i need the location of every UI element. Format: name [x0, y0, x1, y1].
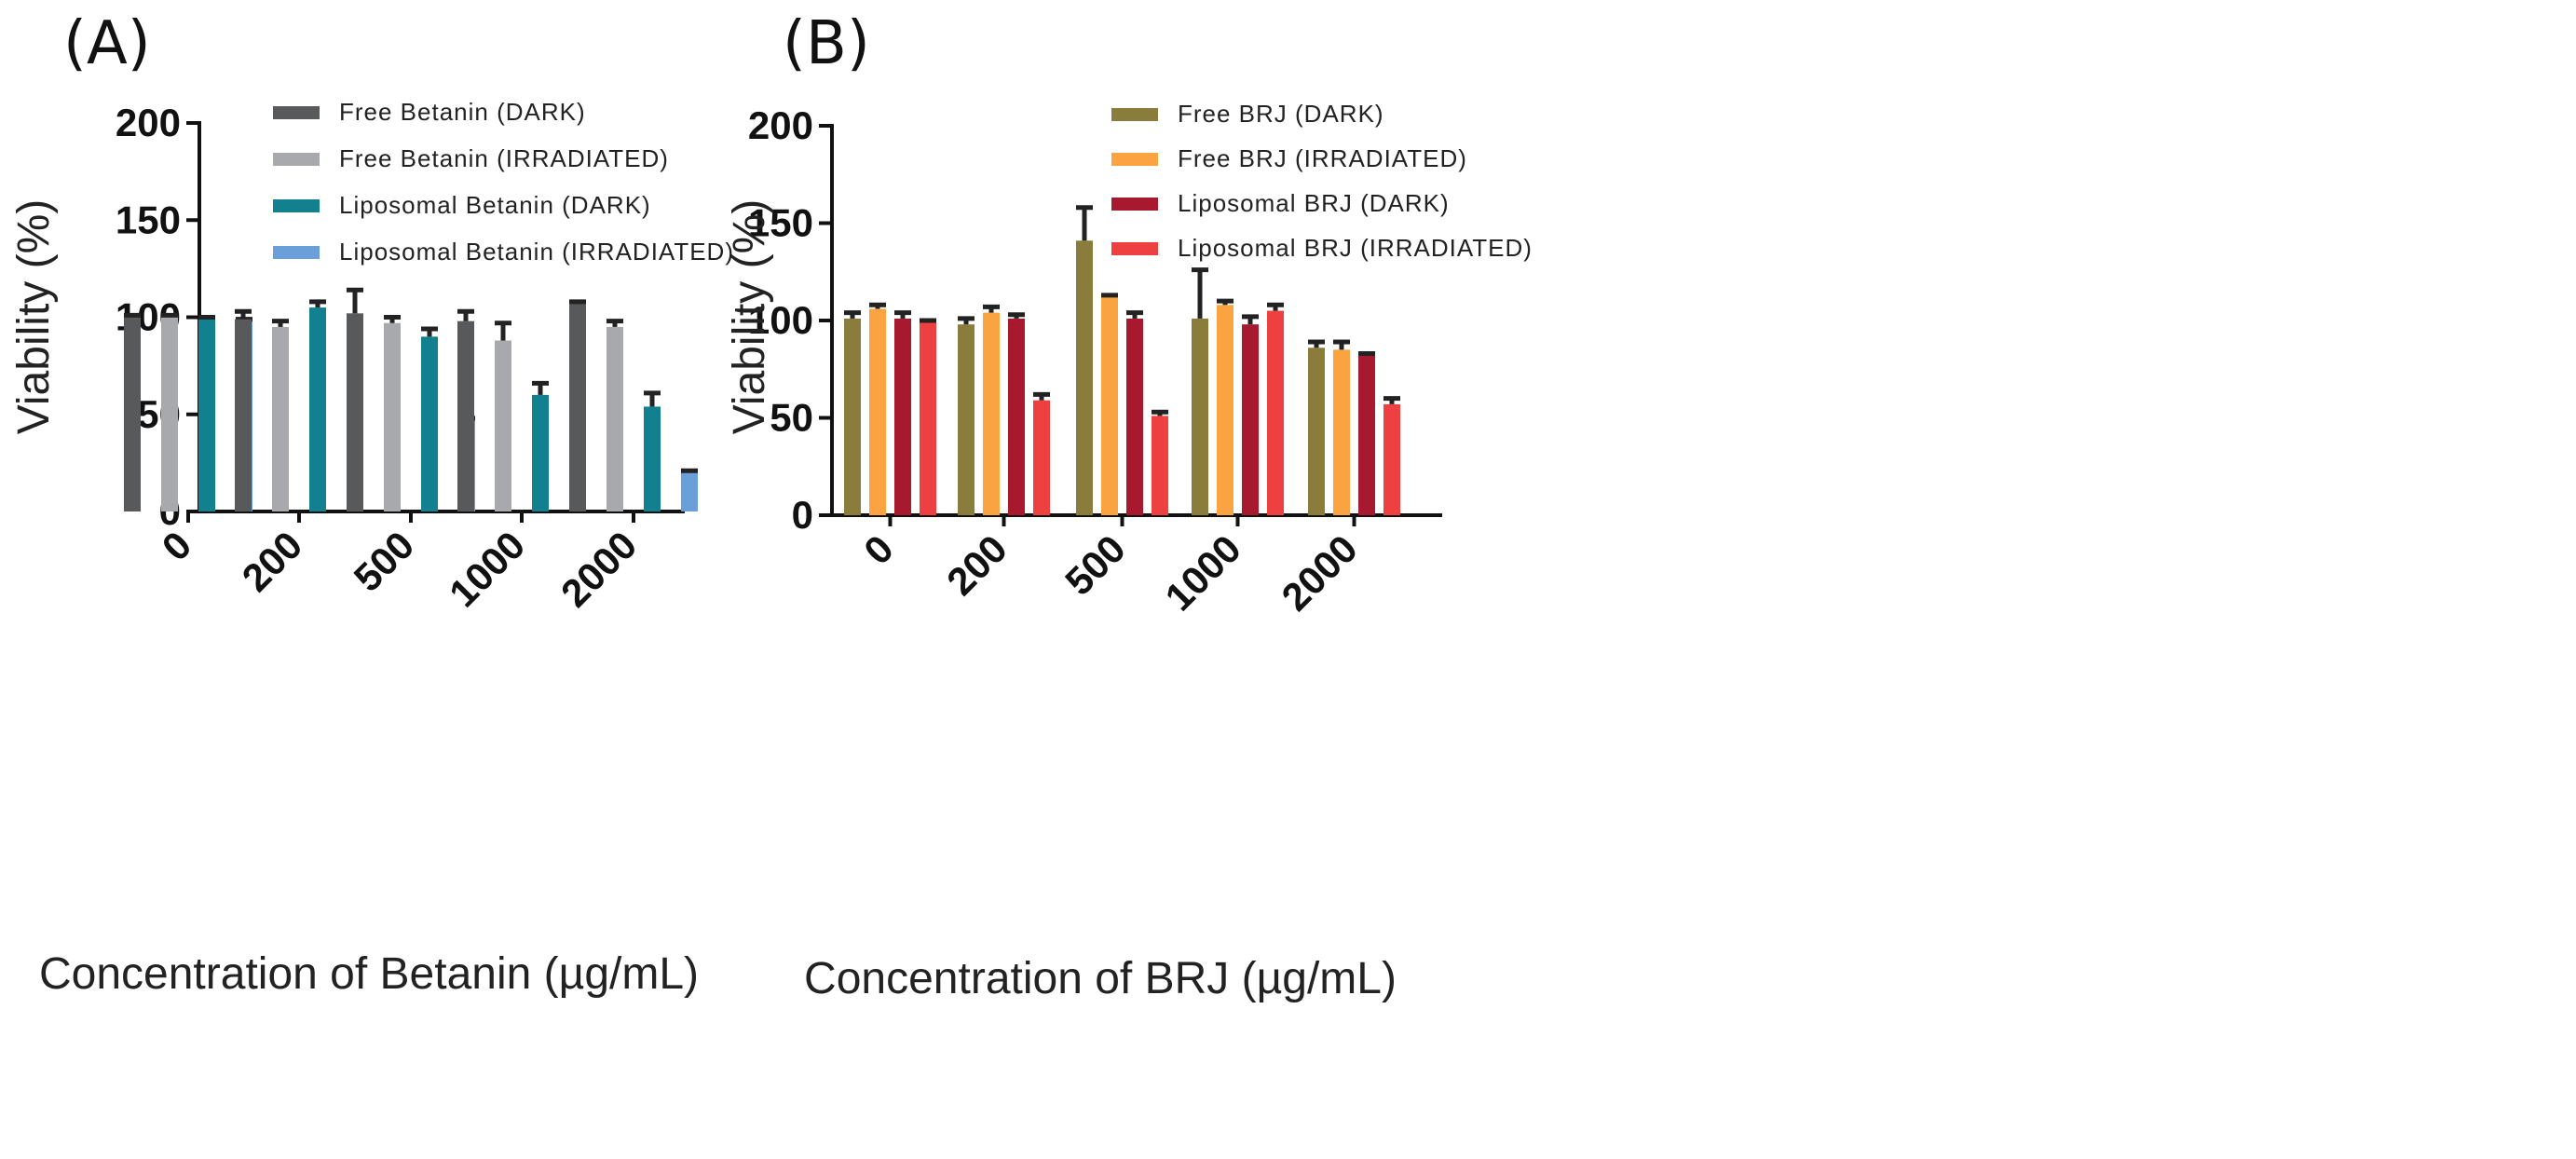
x-tick-label: 500: [346, 523, 423, 600]
bar: [532, 394, 549, 511]
bar: [1192, 318, 1208, 515]
legend-swatch: [273, 246, 320, 259]
bar: [1358, 355, 1375, 515]
bar: [1033, 400, 1050, 515]
legend-swatch: [273, 153, 320, 166]
x-axis-title: Concentration of BRJ (µg/mL): [804, 954, 1397, 1003]
bar: [495, 340, 511, 511]
x-tick-label: 200: [234, 523, 311, 600]
bar: [869, 308, 886, 515]
x-tick-label: 1000: [441, 523, 533, 615]
y-tick-label: 150: [116, 198, 181, 241]
bar: [1101, 296, 1118, 515]
bar: [894, 318, 911, 515]
bar: [1333, 349, 1350, 515]
legend-label: Liposomal BRJ (DARK): [1178, 189, 1450, 217]
bar: [1383, 403, 1400, 515]
bar: [681, 472, 698, 511]
bar: [384, 322, 401, 511]
bar: [983, 312, 1000, 515]
legend-swatch: [1111, 242, 1158, 255]
bar: [607, 326, 623, 511]
legend-label: Free BRJ (DARK): [1178, 100, 1384, 128]
x-tick-label: 200: [938, 526, 1015, 604]
legend-swatch: [273, 199, 320, 212]
legend-swatch: [273, 106, 320, 119]
bar: [1152, 416, 1168, 515]
bar: [1308, 348, 1325, 515]
bar: [1076, 240, 1093, 515]
y-tick-label: 0: [792, 493, 813, 537]
chart-panel-a: (A)050100150200020050010002000Viability …: [9, 9, 734, 999]
legend-label: Free Betanin (DARK): [339, 98, 586, 126]
bar: [421, 336, 438, 511]
y-tick-label: 200: [748, 103, 813, 147]
bar: [958, 324, 975, 515]
legend: Free BRJ (DARK) Free BRJ (IRRADIATED) Lipo…: [1111, 100, 1533, 262]
y-axis-title: Viability (%): [9, 199, 59, 435]
x-axis-title: Concentration of Betanin (µg/mL): [39, 949, 699, 999]
legend-swatch: [1111, 108, 1158, 121]
bar: [457, 320, 474, 511]
bar: [347, 313, 363, 511]
legend-label: Free BRJ (IRRADIATED): [1178, 144, 1467, 172]
bar: [235, 319, 252, 511]
bar: [1008, 318, 1025, 515]
bar: [920, 322, 936, 515]
panel-label: (A): [63, 9, 151, 78]
x-tick-label: 0: [855, 526, 902, 573]
x-tick-label: 500: [1056, 526, 1134, 604]
y-axis-title: Viability (%): [725, 199, 774, 435]
bar: [569, 303, 586, 511]
x-tick-label: 1000: [1157, 526, 1249, 619]
bar: [309, 307, 326, 511]
legend-label: Liposomal Betanin (DARK): [339, 191, 651, 219]
bar: [124, 317, 141, 511]
panel-label: (B): [783, 9, 870, 78]
y-tick-label: 200: [116, 101, 181, 144]
legend: Free Betanin (DARK) Free Betanin (IRRADIA…: [273, 98, 734, 266]
legend-swatch: [1111, 153, 1158, 166]
legend-label: Liposomal BRJ (IRRADIATED): [1178, 234, 1533, 262]
bar: [1242, 324, 1259, 515]
bar: [161, 317, 178, 511]
y-tick-label: 150: [748, 201, 813, 245]
bar: [844, 318, 861, 515]
bar: [1126, 318, 1143, 515]
y-tick-label: 50: [770, 396, 813, 440]
bar: [644, 406, 661, 511]
legend-label: Liposomal Betanin (IRRADIATED): [339, 238, 734, 266]
x-tick-label: 2000: [552, 523, 645, 615]
legend-swatch: [1111, 198, 1158, 211]
y-tick-label: 100: [748, 298, 813, 342]
bar: [1267, 310, 1284, 515]
bar: [1217, 305, 1233, 515]
bar: [272, 326, 289, 511]
bar: [198, 319, 215, 511]
legend-label: Free Betanin (IRRADIATED): [339, 144, 669, 172]
x-tick-label: 2000: [1274, 526, 1366, 619]
